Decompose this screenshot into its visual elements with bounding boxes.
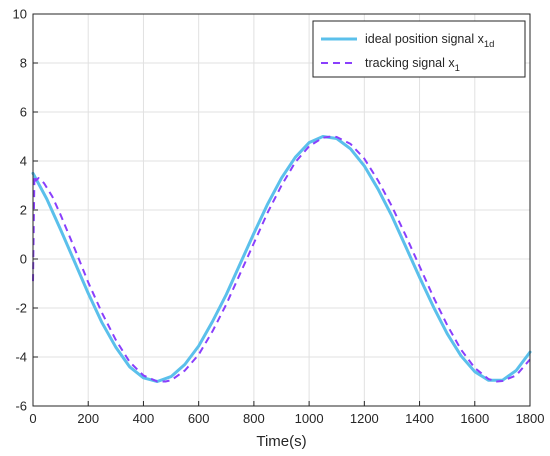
y-tick-label: 6 — [20, 105, 27, 120]
x-tick-label: 600 — [188, 411, 210, 426]
legend: ideal position signal x1d tracking signa… — [312, 20, 526, 78]
series-tracking-line — [32, 135, 531, 383]
x-tick-label: 1400 — [405, 411, 434, 426]
legend-label-ideal-subscript: 1d — [484, 39, 495, 50]
series-ideal-line — [31, 135, 532, 383]
legend-label-ideal-main: ideal position signal x — [365, 32, 485, 46]
x-tick-label: 400 — [133, 411, 155, 426]
legend-label-tracking-subscript: 1 — [455, 63, 460, 74]
x-tick-label: 0 — [29, 411, 36, 426]
legend-label-tracking-main: tracking signal x — [365, 56, 455, 70]
x-tick-label: 200 — [77, 411, 99, 426]
y-tick-label: -4 — [15, 350, 27, 365]
y-tick-label: -2 — [15, 301, 27, 316]
y-tick-label: -6 — [15, 399, 27, 414]
legend-label-ideal: ideal position signal x1d — [365, 32, 494, 50]
y-tick-label: 2 — [20, 203, 27, 218]
x-tick-label: 1800 — [516, 411, 545, 426]
series-layer — [31, 135, 532, 383]
legend-label-tracking: tracking signal x1 — [365, 56, 460, 74]
axis-ticks: 0 200 400 600 800 1000 1200 1400 1600 1800 -6 -4 -2 0… — [13, 7, 545, 427]
y-tick-label: 4 — [20, 154, 27, 169]
y-tick-label: 10 — [13, 7, 27, 22]
grid — [33, 14, 530, 406]
y-tick-label: 0 — [20, 252, 27, 267]
legend-box — [312, 20, 526, 78]
y-tick-label: 8 — [20, 56, 27, 71]
x-axis-label: Time(s) — [256, 433, 306, 450]
x-tick-label: 1000 — [295, 411, 324, 426]
x-tick-label: 1200 — [350, 411, 379, 426]
x-tick-label: 800 — [243, 411, 265, 426]
x-tick-label: 1600 — [460, 411, 489, 426]
